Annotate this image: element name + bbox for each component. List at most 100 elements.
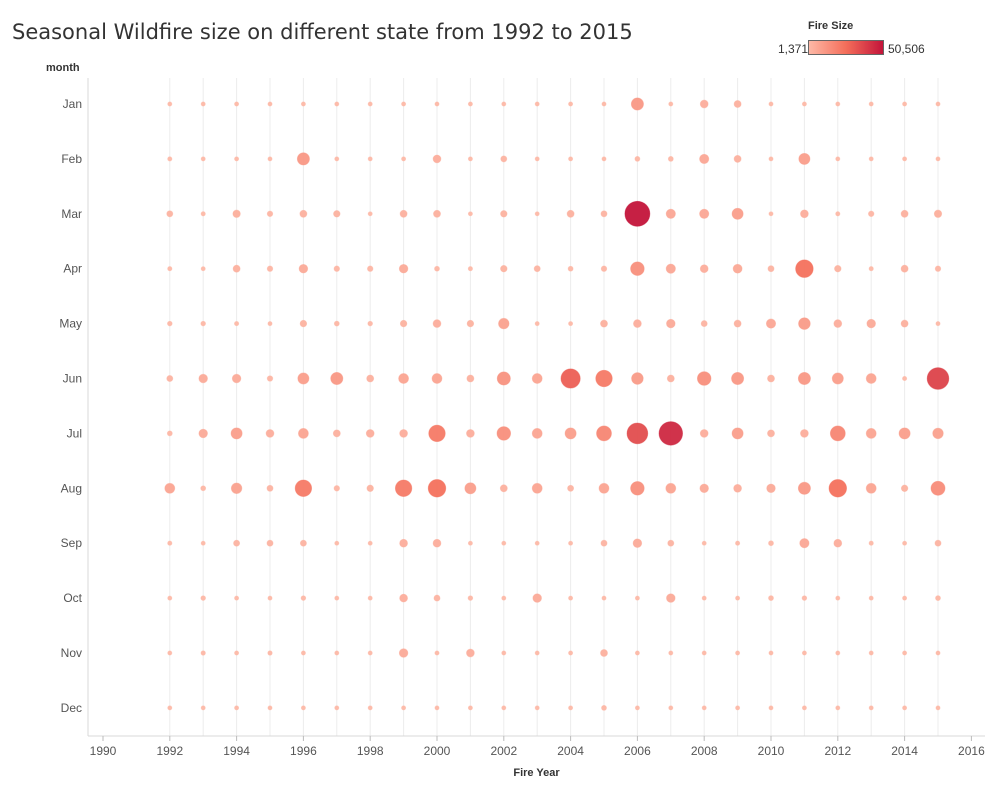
- bubble: [467, 266, 473, 272]
- bubble: [801, 705, 807, 711]
- bubble: [667, 156, 674, 162]
- bubble: [198, 428, 208, 439]
- x-tick-label: 2010: [758, 744, 785, 758]
- bubble: [198, 373, 208, 384]
- bubble: [233, 539, 241, 547]
- x-tick-label: 2014: [891, 744, 918, 758]
- bubble: [434, 101, 440, 107]
- bubble: [700, 320, 708, 328]
- y-tick-label: Jun: [63, 372, 82, 386]
- bubble: [501, 540, 507, 546]
- bubble: [167, 705, 173, 711]
- bubble: [795, 259, 814, 278]
- x-tick-label: 2012: [824, 744, 851, 758]
- bubble: [432, 319, 442, 328]
- bubble: [833, 538, 843, 548]
- bubble: [735, 705, 741, 711]
- bubble: [334, 156, 340, 162]
- bubble: [935, 650, 941, 656]
- bubble: [432, 154, 442, 164]
- bubble: [266, 375, 274, 382]
- bubble: [868, 540, 874, 546]
- bubble: [501, 705, 507, 711]
- bubble: [333, 265, 340, 272]
- bubble: [531, 428, 543, 439]
- bubble: [334, 595, 340, 601]
- bubble: [768, 211, 774, 217]
- bubble: [701, 540, 707, 546]
- bubble: [731, 427, 744, 440]
- bubble: [533, 265, 541, 273]
- bubble: [568, 321, 574, 327]
- x-tick-label: 2016: [958, 744, 985, 758]
- bubble: [933, 209, 943, 218]
- bubble: [367, 705, 373, 711]
- bubble: [399, 593, 408, 603]
- bubble: [299, 539, 307, 547]
- bubble: [267, 705, 273, 711]
- bubble: [699, 429, 709, 438]
- bubble: [735, 650, 741, 656]
- bubble: [266, 265, 274, 272]
- bubble: [626, 422, 649, 445]
- bubble: [433, 209, 441, 218]
- bubble: [394, 479, 413, 497]
- bubble: [401, 101, 407, 107]
- bubble: [768, 540, 774, 547]
- bubble: [568, 705, 574, 711]
- bubble: [266, 484, 274, 492]
- bubble: [367, 211, 373, 217]
- bubble: [467, 540, 473, 546]
- bubble: [902, 595, 908, 601]
- bubble: [600, 319, 608, 328]
- bubble: [766, 483, 776, 494]
- bubble: [498, 317, 510, 330]
- bubble: [534, 211, 540, 217]
- bubble: [234, 705, 240, 711]
- bubble: [367, 320, 373, 327]
- bubble: [699, 264, 709, 274]
- bubble: [665, 208, 676, 219]
- bubble: [200, 101, 206, 107]
- bubble: [432, 538, 442, 548]
- bubble: [501, 595, 507, 601]
- bubble: [500, 210, 508, 218]
- bubble: [633, 319, 642, 328]
- bubble: [501, 650, 507, 656]
- bubble: [496, 371, 511, 386]
- bubble: [200, 211, 206, 217]
- bubble: [467, 705, 473, 711]
- bubble: [267, 101, 273, 107]
- y-tick-label: Sep: [61, 536, 83, 550]
- bubble: [167, 540, 173, 546]
- bubble: [733, 154, 742, 163]
- bubble: [596, 425, 612, 442]
- bubble: [499, 484, 508, 493]
- bubble: [699, 208, 710, 219]
- bubble: [431, 373, 443, 384]
- bubble: [467, 595, 474, 601]
- bubble: [666, 318, 676, 329]
- bubble: [699, 483, 709, 494]
- bubble: [232, 264, 241, 273]
- legend-min-label: 1,371: [777, 42, 808, 56]
- bubble: [934, 265, 942, 272]
- x-tick-label: 2004: [557, 744, 584, 758]
- bubble: [898, 427, 911, 440]
- bubble: [701, 705, 707, 711]
- bubble: [868, 156, 874, 162]
- bubble: [630, 481, 645, 496]
- bubble: [466, 319, 475, 328]
- bubble: [733, 319, 742, 328]
- bubble: [230, 482, 243, 494]
- bubble: [367, 595, 373, 601]
- bubble: [768, 101, 774, 107]
- bubble: [298, 263, 309, 274]
- bubble: [568, 156, 574, 162]
- x-tick-label: 1990: [90, 744, 117, 758]
- bubble: [534, 321, 540, 327]
- bubble: [367, 101, 373, 107]
- legend-color-ramp: [808, 40, 884, 55]
- bubble: [200, 595, 206, 601]
